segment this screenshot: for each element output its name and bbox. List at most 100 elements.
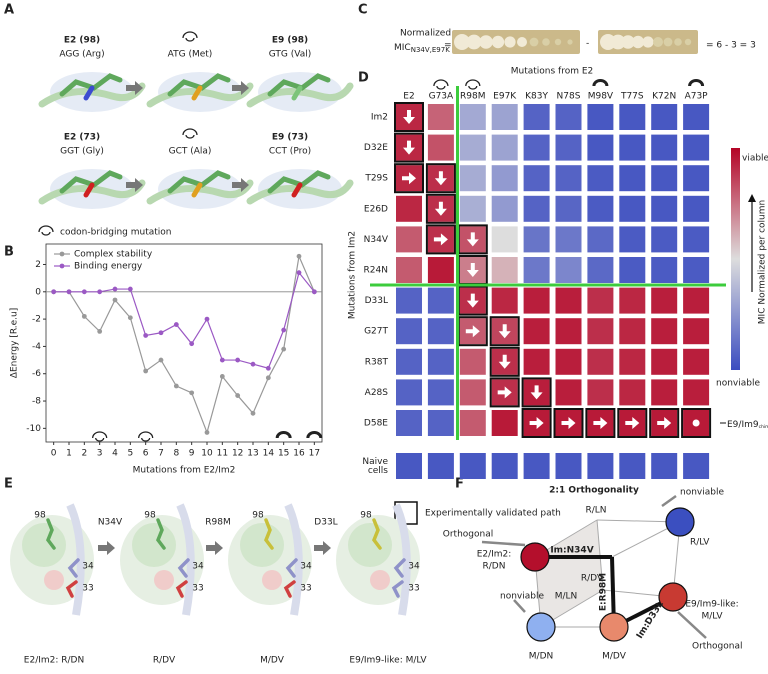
path-box <box>521 377 552 408</box>
heatmap-cell <box>555 379 582 406</box>
column-label: K83Y <box>525 92 548 102</box>
state-label: M/LN <box>555 592 578 602</box>
y-axis-label: ΔEnergy [R.e.u] <box>10 308 20 378</box>
series-point <box>296 270 302 276</box>
panel-label: B <box>4 245 14 260</box>
path-box <box>681 408 712 438</box>
series-point <box>158 357 164 363</box>
naive-cell <box>459 453 486 479</box>
plate-spot <box>504 36 516 48</box>
heatmap-cell <box>396 348 422 375</box>
residue-label: 33 <box>192 584 203 594</box>
residue-label: 98 <box>144 511 156 521</box>
x-tick-label: 2 <box>81 449 87 459</box>
heatmap-cell <box>427 134 454 161</box>
heatmap-cell <box>619 379 646 406</box>
series-line <box>53 271 315 369</box>
heatmap-cell <box>523 195 550 222</box>
side-chain-tip <box>83 182 95 198</box>
series-point <box>235 357 241 363</box>
codon-bridging-icon <box>688 79 705 86</box>
series-point <box>219 357 225 363</box>
heatmap-cell <box>683 226 710 253</box>
note-arrow <box>513 599 526 613</box>
residue-label: 98 <box>360 511 372 521</box>
heatmap-cell <box>683 104 710 130</box>
y-tick-label: -6 <box>32 369 41 379</box>
heatmap-cell <box>396 379 422 406</box>
panel-label: D <box>358 71 369 86</box>
heatmap-cell <box>523 348 550 375</box>
x-tick-label: 3 <box>97 449 103 459</box>
path-arrow <box>434 171 447 186</box>
path-box <box>425 193 456 224</box>
shaded-face <box>535 520 603 627</box>
column-label: N78S <box>557 92 581 102</box>
heatmap-cell <box>683 257 710 283</box>
row-label: D32E <box>364 143 388 153</box>
state-caption: E2/Im2: <box>477 550 512 560</box>
x-tick-label: 5 <box>127 449 133 459</box>
heatmap-x-title: Mutations from E2 <box>511 67 594 77</box>
heatmap-cell <box>619 104 646 130</box>
residue-33 <box>65 580 78 598</box>
path-arrow <box>498 324 511 339</box>
x-tick-label: 13 <box>247 449 258 459</box>
heatmap-cell <box>587 257 614 283</box>
mutation-step: R98M <box>205 518 230 528</box>
path-arrow <box>561 417 576 429</box>
series-point <box>281 346 287 352</box>
protein-sphere-red <box>262 570 282 590</box>
x-tick-label: 15 <box>278 449 289 459</box>
heatmap-cell <box>523 134 550 161</box>
end-label-text: E9/Im9 <box>727 420 759 430</box>
heatmap-cell <box>491 410 518 436</box>
edge-label: E:R98M <box>599 573 609 611</box>
heatmap-cell <box>587 318 614 345</box>
heatmap-cell <box>619 287 646 314</box>
side-chain-tip <box>291 182 303 198</box>
protein-sphere <box>240 523 284 567</box>
heatmap-cell <box>459 165 486 192</box>
heatmap-cell <box>459 410 486 436</box>
residue-33 <box>175 580 188 598</box>
path-box <box>425 163 456 194</box>
heatmap-cell <box>459 195 486 222</box>
backbone <box>246 179 354 205</box>
path-box <box>649 408 680 438</box>
mic-line1: Normalized <box>400 29 451 39</box>
x-tick-label: 17 <box>309 449 320 459</box>
series-point <box>97 289 103 295</box>
heatmap-cell <box>555 195 582 222</box>
heatmap-cell <box>459 379 486 406</box>
plate-spot <box>529 37 539 47</box>
row-label: N34V <box>364 235 389 245</box>
heatmap-cell <box>587 104 614 130</box>
protein-sphere <box>348 523 392 567</box>
colorbar-top: viable <box>742 154 768 164</box>
heatmap-cell <box>555 104 582 130</box>
legend-text: codon-bridging mutation <box>60 228 172 238</box>
x-axis-label: Mutations from E2/Im2 <box>133 466 236 476</box>
series-point <box>281 327 287 333</box>
mic-label: MICN34V,E97K <box>394 43 450 55</box>
codon: CCT (Pro) <box>269 147 311 157</box>
naive-line: Naive <box>362 457 388 467</box>
legend-label: Binding energy <box>74 262 143 272</box>
state-label: R/LN <box>585 506 606 516</box>
heatmap-cell <box>491 226 518 253</box>
residue-label: 98 <box>34 511 46 521</box>
path-box <box>489 377 520 408</box>
mutation-step: D33L <box>314 518 337 528</box>
column-label: K72N <box>652 92 676 102</box>
series-point <box>189 390 195 396</box>
heatmap-cell <box>427 410 454 436</box>
plate-spot <box>517 37 527 47</box>
heatmap-cell <box>587 134 614 161</box>
path-box <box>585 408 616 438</box>
icon-arch <box>465 79 481 90</box>
residue-98 <box>156 518 166 550</box>
heatmap-cell <box>587 165 614 192</box>
heatmap-cell <box>651 226 678 253</box>
residue-title: E9 (73) <box>272 133 308 143</box>
